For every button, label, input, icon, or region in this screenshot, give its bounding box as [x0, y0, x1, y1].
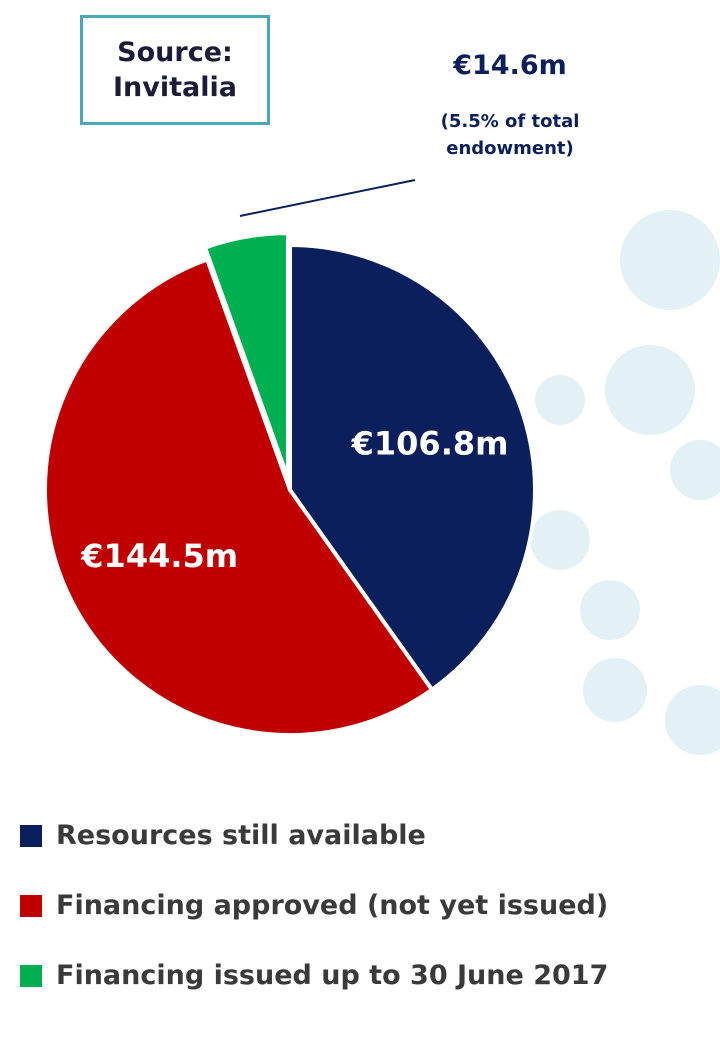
data-label: €144.5m: [80, 537, 238, 575]
pie-slice: [43, 256, 435, 737]
annotation: (5.5% of total endowment): [440, 111, 580, 159]
source-box: Source: Invitalia: [80, 15, 270, 125]
legend-label: Resources still available: [56, 820, 426, 851]
legend-entry: Financing issued up to 30 June 2017: [20, 960, 608, 991]
data-label: €14.6m: [453, 50, 567, 81]
background-decoration: [530, 210, 720, 755]
pie-slice: [288, 242, 537, 693]
pie-slice: [202, 231, 290, 479]
legend-label: Financing approved (not yet issued): [56, 890, 609, 921]
leader-line: [239, 179, 416, 217]
legend-entry: Resources still available: [20, 820, 426, 851]
legend-swatch: [20, 964, 42, 987]
data-label: €106.8m: [351, 424, 509, 462]
legend-swatch: [20, 824, 42, 847]
legend-label: Financing issued up to 30 June 2017: [56, 960, 609, 991]
legend-entry: Financing approved (not yet issued): [20, 890, 608, 921]
legend-swatch: [20, 894, 42, 917]
